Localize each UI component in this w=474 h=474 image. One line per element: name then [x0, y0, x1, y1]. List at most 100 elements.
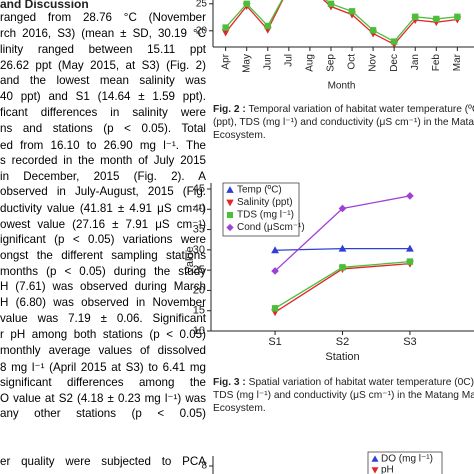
data-marker: [406, 244, 414, 252]
data-marker: [406, 258, 414, 265]
legend-marker: [226, 211, 234, 219]
data-marker: [338, 244, 347, 252]
x-axis-label: Month: [328, 81, 356, 92]
body-text-line: months (p < 0.05) during the study: [0, 264, 206, 278]
data-marker: [271, 305, 279, 312]
data-marker: [243, 0, 250, 7]
x-tick-label: Feb: [431, 54, 442, 72]
legend-box: [222, 182, 300, 237]
data-marker: [433, 15, 440, 23]
y-tick-label: 8: [201, 461, 207, 472]
caption-line: Ecosystem.: [213, 130, 266, 141]
legend-label: DO (mg l⁻¹): [381, 454, 433, 465]
legend: Temp (ºC)Salinity (ppt) TDS (mg l⁻¹)Cond …: [222, 182, 305, 237]
x-tick-label: Apr: [220, 53, 231, 69]
body-text-line: ongst the different sampling stations: [0, 248, 206, 262]
body-text-line: owest value (27.16 ± 7.91 μS cm⁻¹): [0, 218, 206, 232]
body-text-line: ignificant (p < 0.05) variations were: [0, 232, 206, 246]
legend-marker: [226, 186, 234, 193]
legend-label: Temp (ºC): [237, 185, 282, 196]
legend-label: Cond (μScm⁻¹): [237, 222, 305, 233]
caption-line: Fig. 2 : Temporal variation of habitat w…: [213, 104, 474, 115]
legend-label: Salinity (ppt): [237, 197, 293, 208]
x-tick-label: Nov: [368, 54, 379, 72]
body-text-line: 8 mg l⁻¹ (April 2015 at S3) to 6.41 mg: [0, 360, 206, 374]
data-marker: [390, 38, 398, 45]
caption-text: Ecosystem.: [213, 403, 266, 414]
data-marker: [339, 264, 346, 271]
data-marker: [327, 0, 335, 7]
body-text-line: monthly average values of dissolved: [0, 343, 206, 357]
y-tick-label: 20: [196, 25, 208, 36]
x-tick-label: Aug: [305, 54, 316, 72]
body-text-line: ranged from 28.76 °C (November: [0, 11, 206, 24]
y-tick-label: 45: [193, 183, 205, 195]
caption-label: Fig. 2 :: [213, 104, 246, 115]
x-tick-label: Sep: [326, 54, 337, 72]
caption-line: (ppt), TDS (mg l⁻¹) and conductivity (μS…: [213, 117, 474, 128]
data-marker: [412, 13, 419, 20]
body-text-line: 40 ppt) and S1 (14.64 ± 1.59 ppt).: [0, 90, 206, 104]
caption-text: Spatial variation of habitat water tempe…: [248, 377, 474, 388]
body-text-line: observed in July-August, 2015 (Fig.: [0, 185, 206, 199]
legend-label: pH: [381, 465, 394, 474]
y-tick-label: 15: [193, 305, 205, 317]
legend-label: TDS (mg l⁻¹): [237, 210, 294, 221]
body-text-line: and the lowest mean salinity was: [0, 74, 206, 88]
x-tick-label: Oct: [347, 54, 358, 70]
caption-line: Fig. 3 : Spatial variation of habitat wa…: [213, 377, 474, 388]
series-line: [225, 0, 458, 46]
data-marker: [369, 27, 377, 34]
body-text-line: ed from 16.10 to 26.90 mg l⁻¹. The: [0, 138, 206, 152]
body-text-line: O value at S2 (4.18 ± 0.23 mg l⁻¹) was: [0, 392, 206, 406]
plot-area: [221, 0, 462, 47]
y-axis-label: Value: [184, 246, 196, 273]
body-text-line: er quality were subjected to PCA: [0, 455, 206, 468]
data-marker: [454, 13, 461, 20]
x-tick-label: Jul: [283, 54, 294, 67]
caption-line: Ecosystem.: [213, 403, 266, 414]
data-marker: [406, 192, 414, 200]
chart-fig2: 20 25 Apr May Jun Jul Aug Sep Oct Nov Dec Jan Feb Mar…: [196, 0, 474, 92]
x-tick-label: May: [241, 54, 252, 73]
data-marker: [222, 24, 229, 31]
x-tick-label: S1: [268, 336, 281, 348]
x-tick-label: S2: [336, 336, 349, 348]
y-tick-label: 25: [193, 264, 205, 276]
data-marker: [271, 267, 279, 275]
x-tick-label: Jun: [262, 54, 273, 70]
section-heading: and Discussion: [0, 0, 89, 11]
x-tick-label: S3: [403, 336, 416, 348]
body-text-line: ns and stations (p < 0.05). Total: [0, 121, 206, 135]
body-text-line: ficant differences in salinity were: [0, 106, 206, 120]
y-tick-label: 20: [193, 284, 205, 296]
plot-area: [271, 192, 414, 317]
caption-label: Fig. 3 :: [213, 377, 246, 388]
body-text-line: value was 7.19 ± 0.06. Significant: [0, 312, 206, 326]
legend-box: [367, 451, 443, 474]
caption-line: TDS (mg l⁻¹) and conductivity (μS cm⁻¹) …: [213, 390, 474, 401]
body-text-line: rch 2016, S3) (mean ± SD, 30.19 °C: [0, 26, 206, 40]
legend-marker: [371, 455, 379, 462]
y-tick-label: 10: [193, 325, 205, 337]
y-tick-label: 30: [193, 244, 205, 256]
legend-marker: [371, 467, 379, 474]
chart-fig4: 8 DO (mg l⁻¹)pH: [201, 451, 443, 474]
caption-text: Temporal variation of habitat water temp…: [248, 104, 474, 115]
chart-fig3: 10 15 20 25 30 35 40 45 S1 S2 S3 Station Value: [184, 183, 474, 363]
caption-text: Ecosystem.: [213, 130, 266, 141]
data-marker: [348, 8, 356, 15]
body-text-line: any other stations (p < 0.05): [0, 407, 206, 421]
caption-text: (ppt), TDS (mg l⁻¹) and conductivity (μS…: [213, 117, 474, 128]
x-tick-label: Jan: [410, 54, 421, 70]
body-text-line: s recorded in the month of July 2015: [0, 153, 206, 167]
x-tick-label: Dec: [389, 54, 400, 72]
x-axis-label: Station: [325, 351, 359, 363]
legend-marker: [226, 223, 234, 232]
body-text-line: in December, 2015 (Fig. 2). A: [0, 169, 206, 183]
body-text-line: H (6.80) was observed in November: [0, 296, 206, 310]
y-tick-label: 40: [193, 203, 205, 215]
x-tick-label: Mar: [452, 53, 463, 71]
